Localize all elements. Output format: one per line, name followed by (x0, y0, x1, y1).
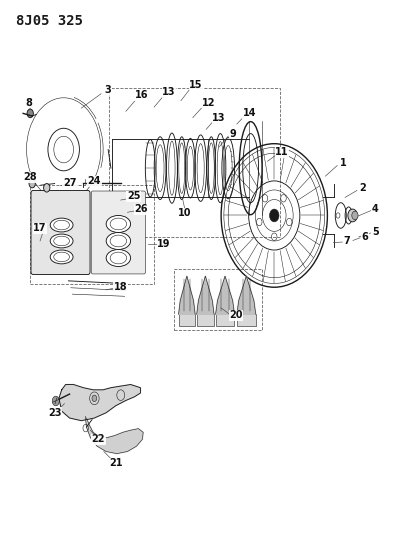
Ellipse shape (50, 250, 73, 264)
Ellipse shape (50, 234, 73, 248)
Polygon shape (85, 416, 143, 454)
Polygon shape (237, 276, 256, 314)
Text: 4: 4 (372, 204, 379, 214)
Bar (30, 185, 154, 284)
Ellipse shape (50, 218, 73, 232)
Text: 13: 13 (162, 87, 176, 97)
Text: 3: 3 (104, 85, 111, 95)
Circle shape (52, 396, 59, 406)
Text: 27: 27 (63, 177, 76, 188)
Text: 10: 10 (178, 208, 192, 219)
Text: 22: 22 (92, 434, 105, 445)
Text: 20: 20 (229, 310, 243, 320)
Ellipse shape (106, 249, 131, 266)
Text: 21: 21 (109, 458, 122, 468)
Bar (174, 269, 262, 330)
Text: 17: 17 (33, 223, 47, 233)
Text: 28: 28 (23, 172, 37, 182)
Text: 7: 7 (344, 236, 350, 246)
Text: 12: 12 (202, 98, 215, 108)
Circle shape (29, 179, 35, 188)
FancyBboxPatch shape (31, 190, 90, 274)
Ellipse shape (106, 232, 131, 249)
Text: 11: 11 (275, 147, 289, 157)
Bar (179, 314, 195, 326)
Circle shape (269, 209, 279, 222)
Bar (237, 314, 256, 326)
Text: 23: 23 (48, 408, 62, 418)
Text: 5: 5 (372, 227, 379, 237)
Circle shape (43, 183, 50, 192)
Text: 19: 19 (157, 239, 171, 249)
Polygon shape (216, 276, 235, 314)
Ellipse shape (106, 215, 131, 232)
Text: 2: 2 (359, 183, 366, 193)
Text: 8: 8 (26, 98, 32, 108)
Text: 16: 16 (135, 90, 149, 100)
Bar (109, 88, 280, 237)
Bar (197, 314, 214, 326)
Polygon shape (179, 276, 195, 314)
Text: 9: 9 (229, 128, 236, 139)
Text: 15: 15 (189, 80, 203, 90)
Circle shape (27, 109, 33, 118)
Text: 18: 18 (114, 282, 128, 292)
Bar (216, 314, 235, 326)
Text: 14: 14 (243, 108, 256, 118)
Text: 24: 24 (88, 176, 101, 187)
Text: 8J05 325: 8J05 325 (17, 14, 83, 28)
Text: 26: 26 (134, 204, 148, 214)
Text: 6: 6 (361, 232, 368, 242)
Text: 25: 25 (127, 191, 141, 201)
Text: 1: 1 (340, 158, 346, 168)
Circle shape (348, 209, 357, 222)
Polygon shape (197, 276, 214, 314)
Circle shape (352, 211, 358, 220)
Text: 13: 13 (213, 112, 226, 123)
FancyBboxPatch shape (91, 191, 145, 274)
Polygon shape (59, 384, 141, 421)
Circle shape (92, 395, 97, 401)
